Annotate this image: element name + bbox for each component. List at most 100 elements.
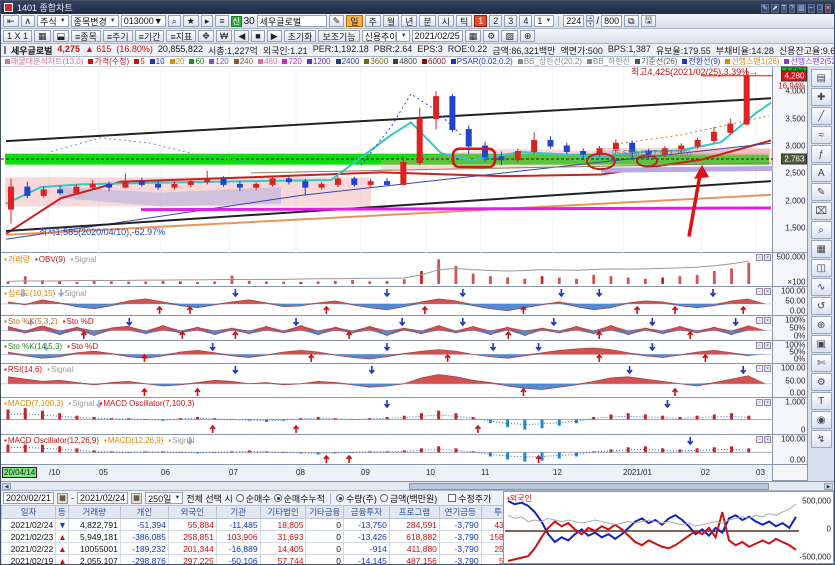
- indicator-panel-macd-7-100[interactable]: ▪ MACD(7,100,3) ▪ Signal ▪ MACD Oscillator(7,…: [1, 398, 773, 435]
- pen-icon[interactable]: ✎: [761, 4, 770, 13]
- panel-close-icon[interactable]: ×: [764, 254, 771, 261]
- gear-icon[interactable]: ⚙: [483, 30, 500, 42]
- fibonacci-icon[interactable]: ƒ: [810, 145, 832, 163]
- table-row[interactable]: 2021/02/19 ▲ 2,055,107 -298,876 297,225 -50,1…: [1, 554, 503, 564]
- settings-icon[interactable]: ⚙: [810, 373, 832, 391]
- split-view-icon[interactable]: ◫: [810, 259, 832, 277]
- point-marker-icon[interactable]: ◉: [810, 411, 832, 429]
- next-icon[interactable]: ▶: [266, 30, 282, 42]
- radio-netbuy-0[interactable]: 순매수: [235, 492, 271, 505]
- credit-trend-select[interactable]: 신용추이 ▼: [361, 30, 410, 42]
- table-header-5[interactable]: 기관: [215, 505, 261, 519]
- panel-close-icon[interactable]: ×: [764, 365, 771, 372]
- panel-minimize-icon[interactable]: ▫: [756, 365, 763, 372]
- calendar-icon[interactable]: ▦: [464, 30, 482, 42]
- panel-minimize-icon[interactable]: ▫: [756, 399, 763, 406]
- trendline-icon[interactable]: ╱: [810, 107, 832, 125]
- menu-icon[interactable]: ▤: [810, 69, 832, 87]
- period-button-시[interactable]: 시: [437, 15, 454, 27]
- reset-button[interactable]: 초기화: [283, 30, 317, 42]
- clip-icon[interactable]: ✄: [810, 354, 832, 372]
- table-header-11[interactable]: 투신: [480, 505, 503, 519]
- refresh-icon[interactable]: ↯: [810, 430, 832, 448]
- indicator-panel-rsi[interactable]: ▪ RSI(14,6) ▪ Signal ▫ ×: [1, 364, 773, 398]
- main-price-chart[interactable]: 최고4,425(2021/02/25),3.39%→ 최저1,585(2020/0…: [1, 67, 773, 253]
- panel-close-icon[interactable]: ×: [764, 317, 771, 324]
- nav-arrow-icon-0[interactable]: ⇤: [3, 15, 19, 27]
- list-icon[interactable]: ≡: [215, 15, 229, 27]
- prev-icon[interactable]: ◀: [234, 30, 250, 42]
- period-button-월[interactable]: 월: [382, 15, 400, 27]
- panel-icon[interactable]: ▥: [797, 4, 806, 13]
- interval-button-3[interactable]: 3: [504, 15, 518, 27]
- next-stock-icon[interactable]: ▸: [200, 15, 214, 27]
- text-tool-icon[interactable]: A: [810, 164, 832, 182]
- crosshair-icon[interactable]: ✚: [810, 88, 832, 106]
- period-button-분[interactable]: 분: [419, 15, 436, 27]
- popout-icon[interactable]: ⧉: [624, 15, 639, 27]
- panel-minimize-icon[interactable]: ▫: [756, 288, 763, 295]
- aux-function-button[interactable]: 보조기능: [318, 30, 360, 42]
- count-stepper[interactable]: ▲ ▼: [586, 15, 595, 27]
- edit-name-icon[interactable]: ✎: [328, 15, 345, 27]
- radio-unit-0[interactable]: 수량(주): [336, 492, 377, 505]
- table-header-10[interactable]: 연기금등: [438, 505, 482, 519]
- interval-button-1[interactable]: 1: [474, 15, 488, 27]
- adjusted-price-checkbox[interactable]: 수정주가: [448, 492, 491, 505]
- grid-icon[interactable]: ▦: [810, 240, 832, 258]
- nav-arrow-icon-1[interactable]: ∧: [20, 15, 36, 27]
- stock-name-input[interactable]: 세우글로벌: [256, 15, 327, 27]
- panel-minimize-icon[interactable]: ▫: [756, 254, 763, 261]
- compare-button-1[interactable]: ≡주기: [102, 30, 133, 42]
- compare-button-0[interactable]: ≡종목: [71, 30, 101, 42]
- text-icon[interactable]: T: [780, 4, 788, 13]
- chart-date-input[interactable]: 2021/02/25: [411, 30, 463, 42]
- period-count-select[interactable]: 250일 ▼: [145, 492, 184, 504]
- period-button-주[interactable]: 주: [364, 15, 381, 27]
- panel-close-icon[interactable]: ×: [764, 399, 771, 406]
- split-layout-icon[interactable]: ⬓: [52, 30, 70, 42]
- investor-table[interactable]: 일자등거래량개인외국인기관기타법인기타금융금융투자프로그램연기금등투신사모펀드2…: [1, 505, 503, 564]
- table-header-2[interactable]: 거래량: [67, 505, 121, 519]
- range-start-date-input[interactable]: 2020/02/21: [3, 492, 55, 504]
- chart-style-icon[interactable]: ▨: [501, 30, 518, 42]
- search-icon[interactable]: ⌕: [167, 15, 181, 27]
- move-tool-icon[interactable]: ✥: [198, 30, 214, 42]
- save-icon[interactable]: 🖫: [640, 15, 657, 27]
- period-button-년[interactable]: 년: [401, 15, 418, 27]
- table-header-3[interactable]: 개인: [119, 505, 169, 519]
- table-row[interactable]: 2021/02/22 ▲ 10055001 -189,232 201,344 -16,88…: [1, 542, 503, 555]
- table-row[interactable]: 2021/02/23 ▲ 5,949,181 -386,085 258,851 103,9…: [1, 530, 503, 543]
- radio-unit-1[interactable]: 금액(백만원): [379, 492, 437, 505]
- eraser-icon[interactable]: ⌧: [810, 202, 832, 220]
- layout-1x1-button[interactable]: 1 X 1: [3, 30, 33, 42]
- favorite-star-icon[interactable]: ★: [182, 15, 199, 27]
- horizontal-scrollbar[interactable]: ◀ ▶: [1, 481, 834, 491]
- indicator-icon[interactable]: ∿: [810, 278, 832, 296]
- table-header-0[interactable]: 일자: [1, 505, 57, 519]
- panel-minimize-icon[interactable]: ▫: [756, 436, 763, 443]
- stock-code-input[interactable]: 013000 ▼: [120, 15, 166, 27]
- indicator-panel-simido[interactable]: ▪ 심리도(10,15) ▪ Signal ▫ ×: [1, 287, 773, 316]
- compare-button-3[interactable]: ≡지표: [166, 30, 197, 42]
- currency-icon[interactable]: ₩: [215, 30, 233, 42]
- panel-close-icon[interactable]: ×: [764, 342, 771, 349]
- info-checkbox[interactable]: [4, 46, 6, 54]
- close-icon[interactable]: ×: [824, 4, 831, 13]
- calendar-from-icon[interactable]: ▦: [57, 492, 69, 504]
- stock-change-select[interactable]: 종목변경 ▼: [70, 15, 119, 27]
- label-tool-icon[interactable]: T: [810, 392, 832, 410]
- interval-combo[interactable]: 1 ▼: [534, 15, 555, 27]
- indicator-panel-macd-12-26[interactable]: ▪ MACD Oscillator(12,26,9) ▪ MACD(12,26,9) ▪…: [1, 435, 773, 465]
- grid-layout-icon[interactable]: ▦: [34, 30, 51, 42]
- table-header-8[interactable]: 금융투자: [343, 505, 390, 519]
- stop-icon[interactable]: ■: [251, 30, 265, 42]
- maximize-icon[interactable]: □: [816, 4, 823, 13]
- period-button-틱[interactable]: 틱: [455, 15, 473, 27]
- indicator-panel-sto-fast[interactable]: ▪ Sto %K(5,3,2) ▪ Sto %D ▫ ×: [1, 316, 773, 341]
- table-header-7[interactable]: 기타금융: [305, 505, 344, 519]
- candle-count-input[interactable]: 224: [563, 15, 585, 27]
- add-panel-icon[interactable]: ⊕: [810, 316, 832, 334]
- table-header-4[interactable]: 외국인: [167, 505, 217, 519]
- table-header-1[interactable]: 등: [55, 505, 69, 519]
